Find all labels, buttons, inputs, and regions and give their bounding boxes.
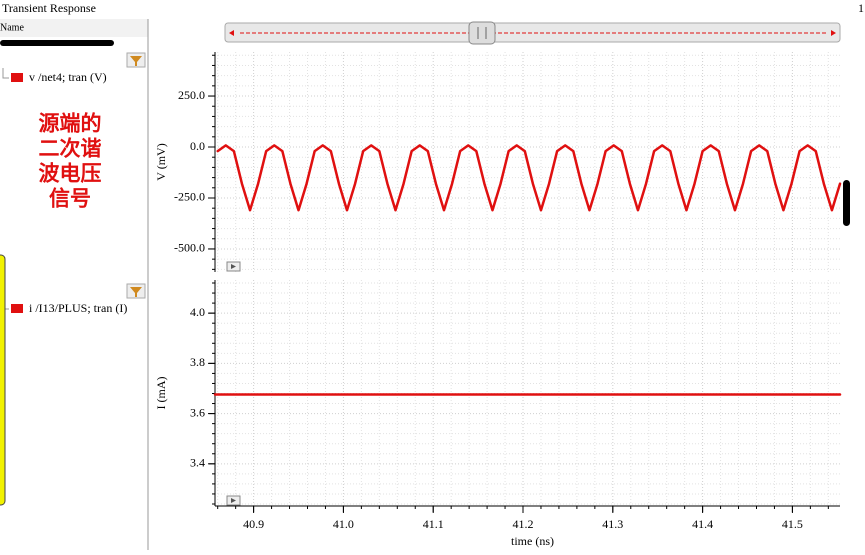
- window-title: Transient Response: [2, 1, 96, 15]
- scroll-handle[interactable]: [843, 180, 850, 226]
- panel-header: Name: [0, 22, 24, 33]
- filter-icon[interactable]: [126, 283, 146, 299]
- y-tick-label: 3.8: [190, 355, 205, 369]
- y-tick-label: 250.0: [178, 88, 205, 102]
- x-tick-label: 41.4: [692, 517, 713, 531]
- plots: 250.0 0.0 -250.0 -500.0 V (mV) 4.0 3.8 3.6 3.4 40…: [154, 52, 842, 548]
- series-line: [216, 144, 842, 212]
- plot-area: [215, 280, 840, 506]
- legend-swatch: [11, 73, 23, 82]
- y-tick-label: -500.0: [174, 241, 205, 255]
- y-tick-label: -250.0: [174, 190, 205, 204]
- x-tick-label: 41.1: [423, 517, 444, 531]
- play-button-icon: [231, 498, 236, 503]
- x-tick-label: 41.5: [782, 517, 803, 531]
- selection-marker: [0, 254, 6, 506]
- x-tick-label: 40.9: [243, 517, 264, 531]
- annotation: 二次谐: [39, 136, 102, 161]
- x-tick-label: 41.0: [333, 517, 354, 531]
- play-button[interactable]: [226, 261, 241, 272]
- annotation: 源端的: [39, 111, 102, 136]
- annotation: 信号: [49, 186, 91, 211]
- y-tick-label: 3.6: [190, 405, 205, 419]
- y-axis-label: I (mA): [154, 377, 168, 410]
- legend-entry[interactable]: v /net4; tran (V): [29, 70, 107, 84]
- x-tick-label: 41.3: [602, 517, 623, 531]
- filter-icon[interactable]: [126, 52, 146, 68]
- tree-line: [2, 68, 9, 79]
- legend-swatch: [11, 304, 23, 313]
- x-scrollbar[interactable]: [224, 21, 841, 45]
- annotation: 波电压: [39, 161, 102, 186]
- x-axis-label: time (ns): [511, 534, 554, 548]
- y-tick-label: 4.0: [190, 305, 205, 319]
- play-button[interactable]: [226, 495, 241, 506]
- legend-entry[interactable]: i /I13/PLUS; tran (I): [29, 301, 127, 315]
- panel-header-bg: [0, 19, 148, 37]
- play-button-icon: [231, 264, 236, 269]
- y-tick-label: 3.4: [190, 456, 205, 470]
- x-tick-label: 41.2: [513, 517, 534, 531]
- y-axis-label: V (mV): [154, 143, 168, 180]
- redaction-bar: [0, 40, 114, 46]
- y-tick-label: 0.0: [190, 139, 205, 153]
- page-number: 1: [858, 1, 864, 15]
